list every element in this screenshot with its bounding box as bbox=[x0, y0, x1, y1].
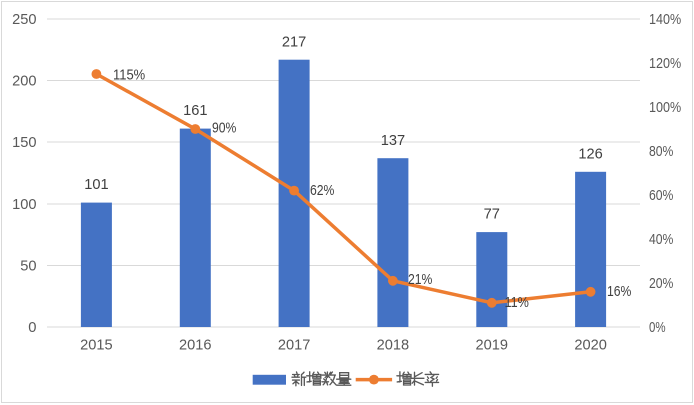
svg-text:101: 101 bbox=[84, 176, 108, 193]
svg-text:217: 217 bbox=[282, 33, 306, 50]
svg-text:2019: 2019 bbox=[476, 336, 509, 353]
svg-text:21%: 21% bbox=[408, 271, 432, 288]
svg-text:161: 161 bbox=[183, 102, 207, 119]
svg-text:60%: 60% bbox=[649, 187, 673, 204]
svg-text:120%: 120% bbox=[649, 55, 681, 72]
svg-text:16%: 16% bbox=[607, 283, 631, 300]
svg-text:20%: 20% bbox=[649, 275, 673, 292]
svg-text:100%: 100% bbox=[649, 99, 681, 116]
svg-text:40%: 40% bbox=[649, 231, 673, 248]
svg-text:2016: 2016 bbox=[179, 336, 212, 353]
svg-text:2018: 2018 bbox=[377, 336, 410, 353]
svg-text:250: 250 bbox=[12, 11, 36, 28]
svg-text:2015: 2015 bbox=[80, 336, 113, 353]
svg-text:0%: 0% bbox=[649, 319, 666, 336]
svg-text:50: 50 bbox=[20, 257, 36, 274]
svg-text:126: 126 bbox=[578, 145, 602, 162]
svg-text:150: 150 bbox=[12, 134, 36, 151]
svg-text:100: 100 bbox=[12, 196, 36, 213]
svg-text:77: 77 bbox=[484, 206, 500, 223]
svg-text:200: 200 bbox=[12, 73, 36, 90]
svg-text:90%: 90% bbox=[212, 120, 236, 137]
svg-text:0: 0 bbox=[28, 319, 36, 336]
svg-text:62%: 62% bbox=[310, 182, 334, 199]
svg-text:115%: 115% bbox=[113, 67, 145, 84]
svg-text:80%: 80% bbox=[649, 143, 673, 160]
svg-text:11%: 11% bbox=[505, 294, 529, 311]
svg-text:140%: 140% bbox=[649, 11, 681, 28]
svg-text:2020: 2020 bbox=[574, 336, 607, 353]
svg-text:2017: 2017 bbox=[278, 336, 311, 353]
svg-text:137: 137 bbox=[381, 132, 405, 149]
